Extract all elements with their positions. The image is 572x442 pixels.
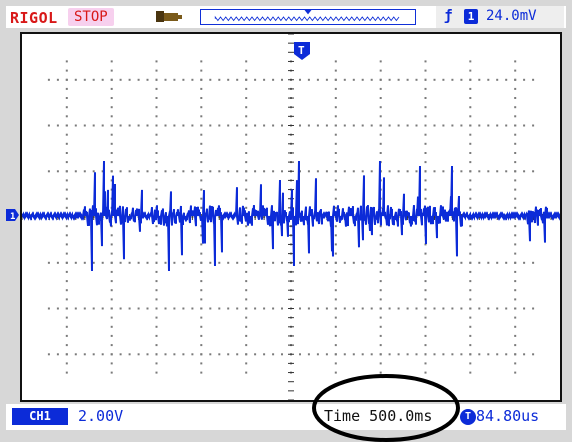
channel-marker-label: 1 bbox=[10, 212, 15, 221]
trigger-position-icon: T bbox=[460, 409, 476, 425]
trigger-position-value: 84.80us bbox=[476, 407, 540, 425]
trigger-position-marker: T bbox=[294, 42, 310, 60]
waveform-overview-icon bbox=[200, 9, 416, 25]
trigger-source-badge: 1 bbox=[464, 9, 478, 24]
bottom-status-bar: CH1 2.00V Time 500.0ms T 84.80us bbox=[6, 404, 566, 430]
channel-1-trace bbox=[21, 160, 561, 272]
run-status-badge[interactable]: STOP bbox=[68, 8, 114, 26]
rising-edge-icon: ƒ bbox=[444, 8, 453, 24]
trigger-level: 24.0mV bbox=[486, 8, 537, 24]
memory-depth-icon bbox=[156, 11, 182, 22]
top-status-bar: RIGOL STOP ƒ 1 24.0mV bbox=[6, 6, 566, 28]
brand-label: RIGOL bbox=[10, 9, 58, 27]
trigger-marker-label: T bbox=[298, 44, 305, 57]
channel-1-badge[interactable]: CH1 bbox=[12, 408, 68, 425]
channel-1-ground-marker: 1 bbox=[6, 209, 19, 221]
channel-1-vertical-scale: 2.00V bbox=[78, 407, 124, 425]
waveform-display[interactable]: T bbox=[20, 32, 562, 402]
waveform-canvas: T bbox=[21, 33, 561, 401]
trigger-info[interactable]: ƒ 1 24.0mV bbox=[436, 6, 564, 28]
timebase-readout: Time 500.0ms bbox=[324, 407, 433, 425]
